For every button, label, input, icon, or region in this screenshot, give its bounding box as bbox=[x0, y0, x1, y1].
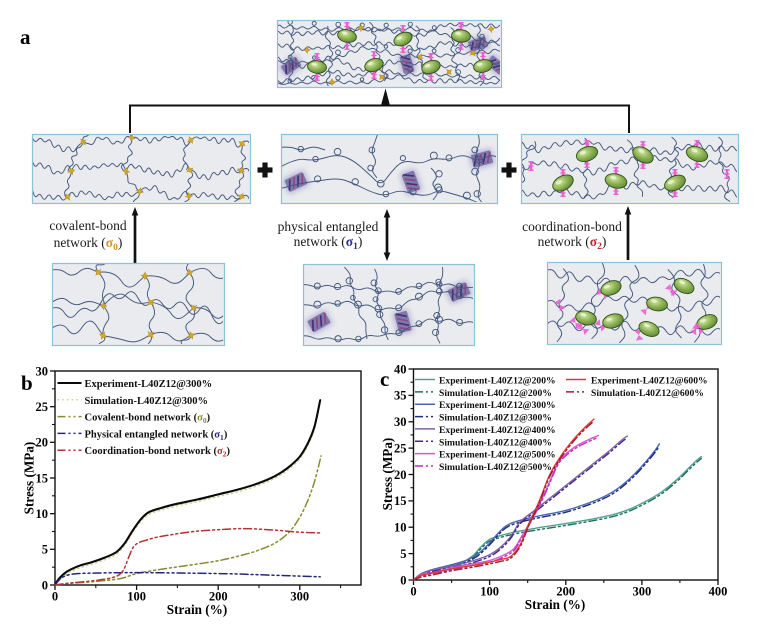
svg-text:30: 30 bbox=[36, 364, 49, 378]
svg-text:35: 35 bbox=[394, 389, 407, 403]
svg-text:15: 15 bbox=[394, 494, 407, 508]
svg-text:300: 300 bbox=[290, 590, 309, 604]
svg-text:Simulation-L40Z12@200%: Simulation-L40Z12@200% bbox=[439, 388, 552, 399]
svg-text:20: 20 bbox=[394, 468, 407, 482]
svg-text:5: 5 bbox=[42, 543, 48, 557]
svg-text:Coordination-bond network (σ2): Coordination-bond network (σ2) bbox=[85, 446, 231, 459]
svg-text:Stress (MPa): Stress (MPa) bbox=[380, 438, 395, 511]
svg-text:Stress (MPa): Stress (MPa) bbox=[22, 442, 37, 515]
svg-text:0: 0 bbox=[410, 585, 416, 599]
svg-text:Experiment-L40Z12@500%: Experiment-L40Z12@500% bbox=[439, 450, 556, 461]
svg-text:Simulation-L40Z12@500%: Simulation-L40Z12@500% bbox=[439, 462, 552, 473]
svg-text:network (σ1): network (σ1) bbox=[294, 234, 363, 252]
svg-text:300: 300 bbox=[633, 585, 652, 599]
svg-text:Simulation-L40Z12@300%: Simulation-L40Z12@300% bbox=[439, 413, 552, 424]
svg-text:network (σ2): network (σ2) bbox=[538, 234, 607, 252]
svg-text:c: c bbox=[380, 367, 389, 391]
svg-text:10: 10 bbox=[36, 507, 49, 521]
svg-text:physical entangled: physical entangled bbox=[278, 219, 379, 234]
svg-text:Covalent-bond network (σ0): Covalent-bond network (σ0) bbox=[85, 413, 211, 426]
svg-text:15: 15 bbox=[36, 471, 49, 485]
svg-text:Strain (%): Strain (%) bbox=[525, 597, 585, 612]
svg-text:0: 0 bbox=[52, 590, 58, 604]
svg-text:Experiment-L40Z12@300%: Experiment-L40Z12@300% bbox=[85, 379, 213, 390]
svg-text:0: 0 bbox=[42, 578, 48, 592]
svg-text:b: b bbox=[21, 371, 33, 395]
svg-text:Simulation-L40Z12@400%: Simulation-L40Z12@400% bbox=[439, 437, 552, 448]
svg-text:Physical entangled network (σ1: Physical entangled network (σ1) bbox=[85, 429, 228, 442]
svg-text:Experiment-L40Z12@600%: Experiment-L40Z12@600% bbox=[591, 376, 708, 387]
svg-text:40: 40 bbox=[394, 362, 407, 376]
svg-text:Experiment-L40Z12@300%: Experiment-L40Z12@300% bbox=[439, 400, 556, 411]
svg-text:10: 10 bbox=[394, 521, 407, 535]
svg-text:30: 30 bbox=[394, 415, 407, 429]
svg-text:100: 100 bbox=[480, 585, 499, 599]
svg-text:Strain (%): Strain (%) bbox=[167, 602, 227, 617]
svg-text:400: 400 bbox=[709, 585, 728, 599]
svg-text:5: 5 bbox=[400, 547, 406, 561]
svg-text:100: 100 bbox=[127, 590, 146, 604]
svg-text:20: 20 bbox=[36, 436, 49, 450]
svg-text:network (σ0): network (σ0) bbox=[54, 235, 123, 253]
svg-text:Simulation-L40Z12@300%: Simulation-L40Z12@300% bbox=[85, 396, 209, 407]
svg-text:a: a bbox=[20, 25, 31, 49]
svg-text:covalent-bond: covalent-bond bbox=[49, 218, 126, 233]
svg-text:25: 25 bbox=[36, 400, 49, 414]
svg-text:200: 200 bbox=[209, 590, 228, 604]
svg-text:200: 200 bbox=[556, 585, 575, 599]
svg-text:25: 25 bbox=[394, 441, 407, 455]
svg-text:0: 0 bbox=[400, 573, 406, 587]
svg-text:Experiment-L40Z12@400%: Experiment-L40Z12@400% bbox=[439, 425, 556, 436]
svg-text:Experiment-L40Z12@200%: Experiment-L40Z12@200% bbox=[439, 376, 556, 387]
svg-text:Simulation-L40Z12@600%: Simulation-L40Z12@600% bbox=[591, 388, 704, 399]
svg-text:coordination-bond: coordination-bond bbox=[522, 219, 622, 234]
